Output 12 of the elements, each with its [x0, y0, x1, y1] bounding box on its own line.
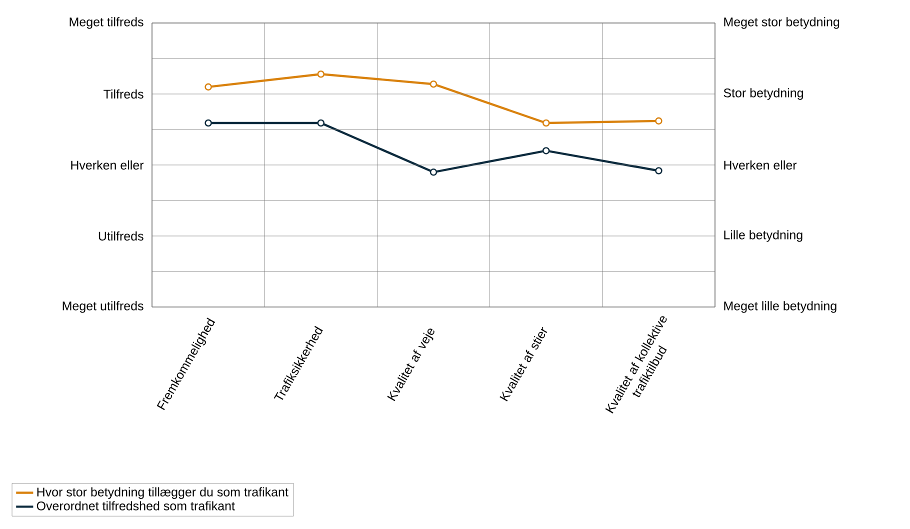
text: Hverken eller — [724, 160, 797, 170]
legend-label: Overordnet tilfredshed som trafikant — [36, 501, 235, 510]
ref-line-label: Meget tilfreds — [70, 17, 144, 29]
ref-line-label: Tilfreds — [104, 89, 144, 99]
ref-line-label: Utilfreds — [98, 231, 144, 241]
text: Meget stor betydning — [724, 17, 840, 29]
legend-label: Hvor stor betydning tillægger du som trafikant — [37, 487, 288, 499]
text: Stor betydning — [724, 88, 803, 100]
text: Meget utilfreds — [62, 301, 144, 313]
text: Lille betydning — [724, 230, 802, 242]
ref-line-label: Hverken eller — [71, 160, 144, 170]
text: Meget lille betydning — [724, 301, 836, 313]
